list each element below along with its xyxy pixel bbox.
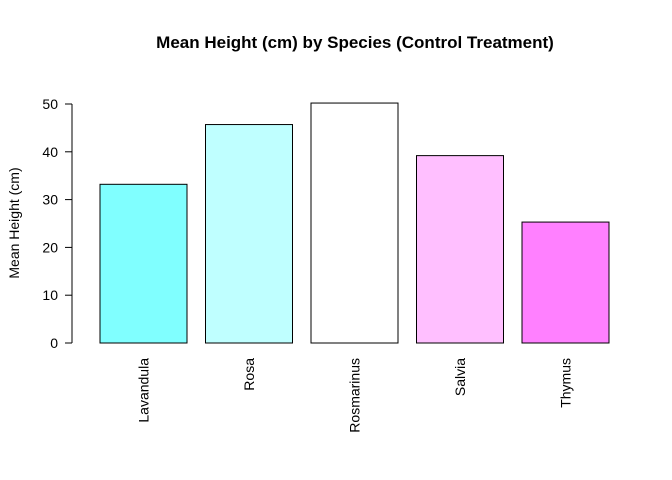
x-tick-label-thymus: Thymus: [558, 358, 574, 408]
y-tick-label: 40: [42, 144, 58, 160]
x-tick-labels: Lavandula Rosa Rosmarinus Salvia Thymus: [136, 358, 574, 433]
y-tick-label: 10: [42, 287, 58, 303]
x-tick-label-salvia: Salvia: [452, 358, 468, 396]
x-tick-label-rosmarinus: Rosmarinus: [347, 358, 363, 433]
chart-title: Mean Height (cm) by Species (Control Tre…: [156, 33, 554, 52]
y-axis: 0 10 20 30 40 50: [42, 96, 73, 351]
y-tick-label: 0: [50, 335, 58, 351]
bar-thymus: [521, 221, 610, 344]
y-tick-label: 20: [42, 239, 58, 255]
bars-group: [99, 102, 610, 344]
x-tick-label-lavandula: Lavandula: [136, 358, 152, 423]
bar-rosmarinus: [310, 102, 399, 344]
y-tick-label: 50: [42, 96, 58, 112]
y-tick-label: 30: [42, 192, 58, 208]
bar-lavandula: [99, 183, 188, 344]
bar-salvia: [416, 155, 504, 344]
x-tick-label-rosa: Rosa: [241, 358, 257, 391]
bar-rosa: [205, 124, 293, 344]
y-axis-label: Mean Height (cm): [6, 167, 22, 278]
